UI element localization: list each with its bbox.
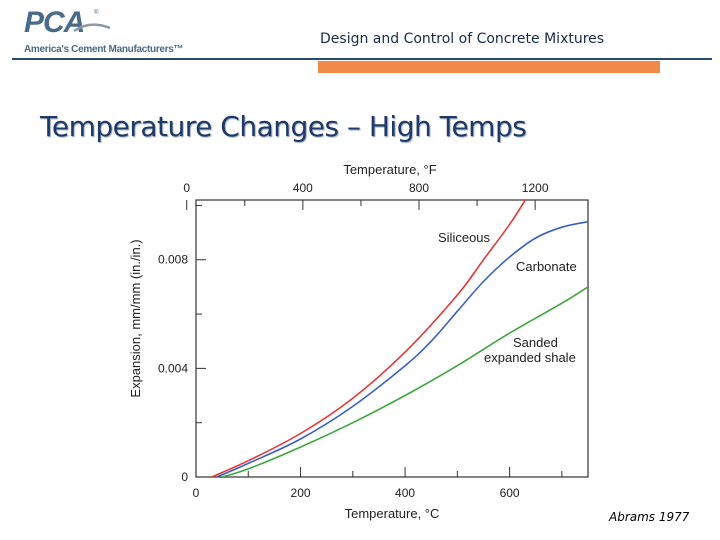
plot-frame — [195, 199, 589, 478]
y-tick-label: 0.004 — [158, 361, 188, 375]
logo-registered-mark: ® — [94, 10, 99, 16]
x2-tick-label: 1200 — [522, 181, 549, 195]
series-label-siliceous: Siliceous — [438, 230, 491, 245]
x2-tick-label: 0 — [183, 181, 190, 195]
header-title: Design and Control of Concrete Mixtures — [320, 31, 605, 47]
series-label-sanded-expanded-shale: expanded shale — [484, 350, 576, 365]
y-tick-label: 0 — [181, 470, 188, 484]
series-line-siliceous — [211, 200, 526, 477]
y-axis-label: Expansion, mm/mm (in./in.) — [128, 239, 143, 397]
header-accent-bar — [318, 61, 660, 73]
slide-title: Temperature Changes – High Temps — [40, 110, 527, 143]
logo-mark: PCA — [24, 6, 85, 39]
series-line-sanded-expanded-shale — [221, 286, 588, 477]
x-axis-label: Temperature, °C — [345, 506, 440, 521]
x2-tick-label: 400 — [293, 181, 313, 195]
x-tick-label: 600 — [500, 486, 520, 500]
x-tick-label: 200 — [291, 486, 311, 500]
series-label-carbonate: Carbonate — [516, 259, 577, 274]
pca-logo: PCA ® America's Cement Manufacturers™ — [12, 6, 212, 60]
y-tick-label: 0.008 — [158, 253, 188, 267]
logo-tagline: America's Cement Manufacturers™ — [24, 44, 184, 55]
x-tick-label: 400 — [395, 486, 415, 500]
x-tick-label: 0 — [193, 486, 200, 500]
series-line-carbonate — [216, 220, 588, 477]
header-divider — [12, 58, 712, 60]
citation: Abrams 1977 — [609, 510, 690, 524]
logo-swoosh-icon — [73, 23, 111, 33]
x2-axis-label: Temperature, °F — [343, 162, 436, 177]
series-label-sanded-expanded-shale: Sanded — [513, 335, 558, 350]
x2-tick-label: 800 — [409, 181, 429, 195]
